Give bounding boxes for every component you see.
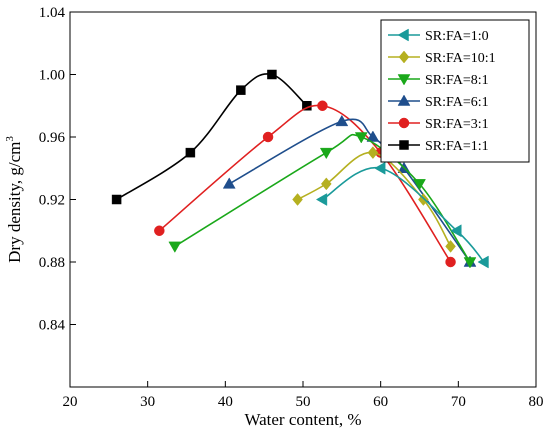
y-axis-label: Dry density, g/cm3 [4, 136, 24, 263]
data-point [111, 194, 122, 205]
series-line [116, 73, 308, 201]
legend-marker [397, 74, 411, 86]
data-point [168, 241, 182, 253]
y-tick-label: 0.92 [39, 193, 65, 209]
data-point [335, 114, 349, 127]
x-tick-label: 30 [140, 394, 155, 410]
x-tick-label: 80 [529, 394, 544, 410]
data-point [154, 225, 165, 236]
legend-label: SR:FA=8:1 [425, 73, 489, 88]
data-point [267, 69, 277, 80]
y-tick-label: 1.04 [39, 5, 66, 21]
series-sr-fa-10-1 [292, 146, 456, 253]
legend-label: SR:FA=10:1 [425, 51, 496, 66]
legend-marker [399, 140, 409, 150]
y-tick-label: 0.96 [39, 130, 66, 146]
data-point [413, 179, 426, 191]
data-point [477, 255, 489, 269]
y-tick-label: 0.84 [39, 318, 66, 334]
legend-label: SR:FA=6:1 [425, 95, 489, 110]
y-tick-label: 0.88 [39, 255, 65, 271]
legend-item: SR:FA=1:1 [388, 139, 489, 154]
data-point [450, 224, 462, 238]
legend-marker [397, 28, 409, 42]
legend-label: SR:FA=1:0 [425, 29, 489, 44]
x-tick-label: 40 [218, 394, 233, 410]
x-tick-label: 50 [296, 394, 311, 410]
x-tick-label: 70 [451, 394, 466, 410]
series-sr-fa-1-1 [111, 69, 312, 205]
ticks-layer: 20 30 40 50 60 70 80 0.84 0.88 0.92 0.96 1.00 1.04 [39, 5, 544, 410]
y-tick-label: 1.00 [39, 68, 65, 84]
legend-item: SR:FA=3:1 [388, 117, 489, 132]
x-axis-label: Water content, % [244, 410, 361, 429]
legend-marker [398, 117, 410, 129]
y-axis-label-superscript: 3 [4, 136, 16, 142]
legend-item: SR:FA=1:0 [388, 28, 489, 44]
data-point [374, 161, 386, 175]
data-point [320, 177, 332, 191]
x-tick-label: 20 [63, 394, 78, 410]
legend-label: SR:FA=3:1 [425, 117, 489, 132]
data-point [315, 193, 328, 206]
y-axis-label-main: Dry density, g/cm [5, 142, 24, 263]
legend-marker [398, 50, 410, 64]
data-point [445, 239, 456, 253]
legend-marker [397, 94, 411, 106]
data-point [463, 257, 477, 269]
legend-item: SR:FA=6:1 [388, 94, 489, 110]
data-point [185, 147, 196, 158]
legend-label: SR:FA=1:1 [425, 139, 489, 154]
legend-item: SR:FA=10:1 [388, 50, 496, 66]
data-point [262, 131, 274, 143]
legend-box [380, 19, 530, 163]
x-tick-label: 60 [373, 394, 388, 410]
data-point [366, 130, 380, 142]
series-sr-fa-8-1 [168, 132, 477, 269]
data-point [445, 256, 456, 268]
legend-item: SR:FA=8:1 [388, 73, 489, 88]
data-point [319, 147, 333, 160]
series-sr-fa-3-1 [154, 100, 456, 268]
data-point [367, 146, 379, 160]
series-line [321, 166, 485, 263]
legend: SR:FA=1:0 SR:FA=10:1 SR:FA=8:1 SR:FA=6:1 SR:… [380, 19, 530, 163]
series-layer [111, 69, 489, 269]
data-point [236, 85, 246, 95]
data-point [354, 132, 368, 144]
series-sr-fa-1-0 [315, 161, 489, 269]
data-point [222, 177, 236, 189]
data-point [292, 193, 303, 206]
data-point [317, 100, 328, 111]
